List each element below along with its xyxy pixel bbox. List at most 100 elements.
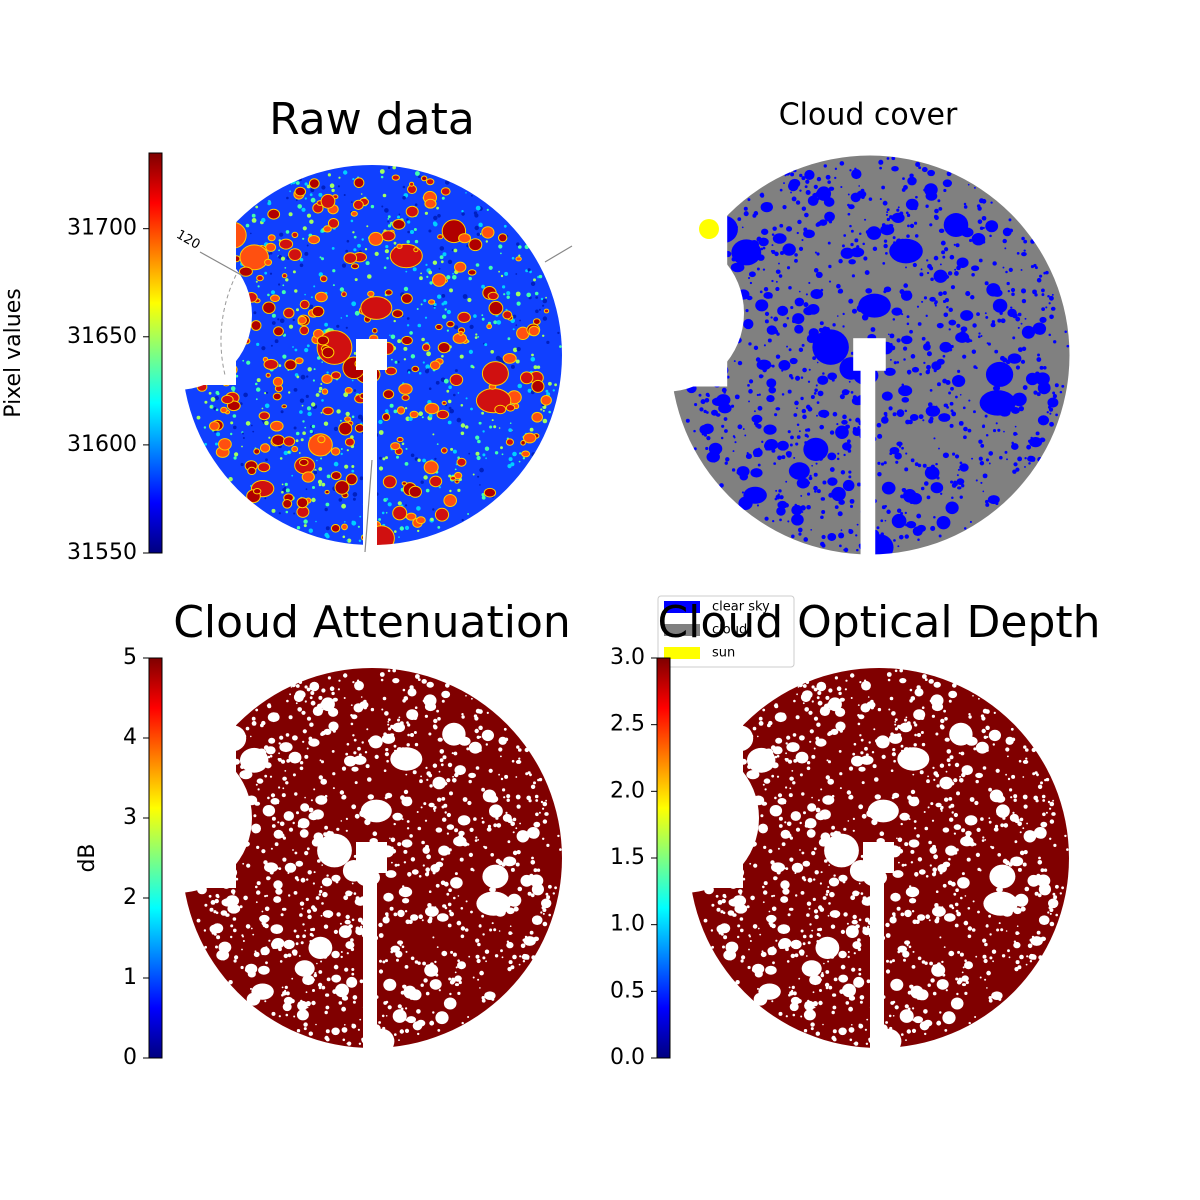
speckle <box>789 857 794 862</box>
speckle <box>941 960 944 964</box>
cloud-gap <box>360 799 392 823</box>
speckle <box>443 881 449 887</box>
speckle <box>477 978 480 981</box>
speckle <box>389 906 394 911</box>
speckle <box>749 281 753 285</box>
speckle <box>288 324 294 329</box>
speckle <box>926 779 930 784</box>
speckle <box>906 315 910 319</box>
speckle <box>735 819 739 823</box>
speckle <box>304 426 307 429</box>
speckle <box>552 892 555 895</box>
speckle <box>504 271 509 276</box>
speckle <box>466 747 470 751</box>
speckle <box>351 968 355 971</box>
speckle <box>385 409 389 413</box>
cloud-gap <box>957 877 970 889</box>
speckle <box>353 351 357 355</box>
speckle <box>957 468 960 471</box>
speckle <box>346 742 350 746</box>
speckle <box>792 781 796 785</box>
speckle <box>744 805 749 810</box>
speckle <box>333 461 339 467</box>
speckle <box>505 811 508 814</box>
speckle <box>848 380 851 383</box>
speckle <box>232 917 237 921</box>
cloud-gap <box>858 766 866 772</box>
speckle <box>336 912 341 917</box>
speckle <box>805 179 810 184</box>
cloud-gap <box>892 792 900 799</box>
speckle <box>339 419 342 422</box>
speckle <box>515 862 520 867</box>
speckle <box>305 488 308 491</box>
speckle <box>820 515 824 520</box>
speckle <box>250 232 252 235</box>
speckle <box>240 796 243 800</box>
speckle <box>462 797 468 802</box>
speckle <box>281 986 284 989</box>
speckle <box>802 414 807 420</box>
cloud-gap <box>872 1016 882 1024</box>
speckle <box>848 470 852 474</box>
speckle <box>944 797 949 802</box>
cloud-gap <box>219 725 247 752</box>
speckle <box>230 421 234 425</box>
speckle <box>953 892 957 896</box>
speckle <box>213 910 217 914</box>
speckle <box>475 954 480 959</box>
cloud-gap <box>760 202 773 213</box>
speckle <box>904 842 909 847</box>
cloud-gap <box>308 936 333 959</box>
speckle <box>256 342 260 346</box>
speckle <box>490 350 494 354</box>
cloud-gap <box>851 919 858 925</box>
speckle <box>406 743 410 747</box>
speckle <box>467 513 470 515</box>
speckle <box>689 305 693 309</box>
speckle <box>812 991 815 994</box>
cloud-gap <box>446 320 455 328</box>
speckle <box>460 431 465 436</box>
speckle <box>986 970 991 976</box>
speckle <box>311 1000 316 1006</box>
speckle <box>1061 384 1065 388</box>
speckle <box>815 462 818 465</box>
speckle <box>469 827 474 832</box>
speckle <box>904 467 909 472</box>
speckle <box>468 852 473 857</box>
speckle <box>311 402 316 407</box>
speckle <box>351 415 355 419</box>
speckle <box>481 495 486 500</box>
speckle <box>852 829 855 832</box>
speckle <box>898 534 904 540</box>
speckle <box>710 271 713 275</box>
speckle <box>1023 804 1028 809</box>
speckle <box>949 817 954 822</box>
speckle <box>753 410 756 413</box>
cloud-gap <box>802 860 811 867</box>
speckle <box>907 224 910 228</box>
speckle <box>786 735 791 740</box>
cloud-gap <box>335 983 349 998</box>
speckle <box>429 784 433 788</box>
speckle <box>808 281 811 285</box>
cloud-gap <box>820 497 826 501</box>
cloud-gap <box>945 845 957 856</box>
speckle <box>871 436 877 442</box>
speckle <box>971 349 977 354</box>
speckle <box>251 716 256 721</box>
cloud-gap <box>889 446 900 455</box>
speckle <box>711 945 714 949</box>
speckle <box>747 276 751 280</box>
cloud-gap <box>996 804 1010 818</box>
speckle <box>1036 392 1041 397</box>
speckle <box>454 369 458 373</box>
speckle <box>896 361 900 364</box>
speckle <box>981 424 986 429</box>
cloud-gap <box>308 433 333 457</box>
speckle <box>705 446 709 451</box>
speckle <box>886 509 891 514</box>
speckle <box>345 817 348 820</box>
speckle <box>370 934 374 938</box>
